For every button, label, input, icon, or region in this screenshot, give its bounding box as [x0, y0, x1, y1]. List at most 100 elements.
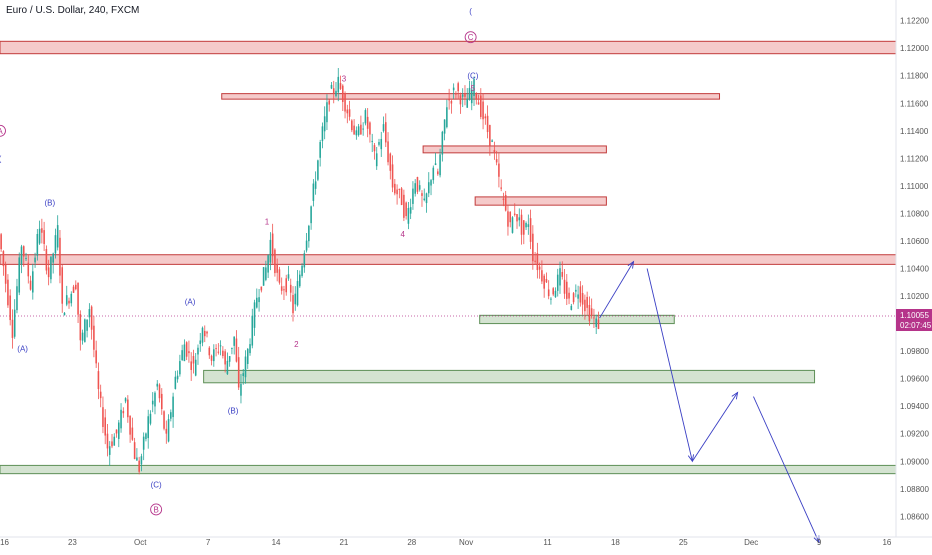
wave-label: 5: [471, 84, 476, 93]
candle-body: [0, 234, 2, 250]
candle-body: [529, 218, 532, 242]
candle-body: [326, 102, 328, 123]
candle-body: [489, 125, 491, 146]
candle-body: [403, 194, 405, 218]
candle-body: [260, 286, 263, 291]
candle-body: [541, 270, 543, 282]
candle-body: [470, 89, 473, 104]
y-tick-label: 1.11400: [900, 127, 929, 136]
candle-body: [572, 293, 575, 303]
candle-body: [9, 295, 11, 321]
wave-label-circle: [0, 124, 6, 137]
candle-body: [170, 412, 172, 419]
candle-body: [117, 422, 120, 439]
candle-body: [54, 235, 57, 254]
projection-line: [599, 261, 634, 319]
resistance-zone: [0, 40, 897, 55]
candle-body: [369, 122, 371, 135]
candle-body: [13, 309, 16, 337]
candle-body: [484, 116, 487, 119]
candle-body: [441, 131, 444, 155]
candle-body: [52, 253, 54, 263]
candle-body: [292, 295, 294, 314]
candle-body: [222, 350, 224, 356]
candle-body: [305, 240, 308, 251]
y-tick-label: 1.09000: [900, 457, 929, 466]
candle-body: [384, 122, 387, 143]
candle-body: [90, 306, 93, 330]
y-tick-label: 1.11200: [900, 154, 929, 163]
candle-body: [581, 293, 584, 305]
candle-body: [565, 281, 568, 299]
candle-body: [11, 319, 14, 338]
x-tick-label: 25: [679, 538, 688, 547]
candle-body: [360, 124, 362, 135]
candle-body: [18, 257, 21, 293]
x-tick-label: 28: [407, 538, 416, 547]
candle-body: [242, 373, 245, 377]
x-tick-label: 21: [339, 538, 348, 547]
projection-line: [646, 268, 693, 462]
candle-body: [584, 299, 586, 312]
candle-body: [477, 102, 480, 105]
candle-body: [414, 183, 416, 194]
candle-body: [570, 305, 573, 310]
candle-body: [219, 345, 222, 347]
y-tick-label: 1.10800: [900, 209, 929, 218]
candle-body: [253, 302, 256, 328]
candle-body: [156, 383, 159, 387]
y-tick-label: 1.10600: [900, 237, 929, 246]
candle-body: [398, 188, 401, 190]
candle-body: [427, 182, 430, 194]
candle-body: [332, 88, 335, 94]
x-tick-label: 23: [68, 538, 77, 547]
candle-body: [432, 167, 435, 181]
candle-body: [113, 436, 116, 446]
candle-body: [217, 351, 220, 353]
price-tag-bg: [896, 309, 932, 332]
candle-body: [312, 183, 315, 201]
support-zone: [203, 369, 816, 384]
candle-body: [41, 228, 43, 233]
candle-body: [183, 344, 186, 362]
candle-body: [2, 251, 5, 267]
candle-body: [106, 433, 109, 449]
price-tag-countdown: 02:07:45: [900, 321, 932, 330]
candle-body: [111, 441, 113, 447]
wave-label: (C): [151, 481, 162, 490]
y-tick-label: 1.11600: [900, 99, 929, 108]
candle-body: [296, 280, 299, 306]
candle-body: [20, 246, 23, 265]
candle-body: [509, 211, 512, 223]
candle-body: [532, 233, 534, 262]
candle-body: [43, 230, 45, 244]
x-tick-label: 14: [272, 538, 281, 547]
wave-label: 1: [265, 218, 270, 227]
candle-body: [545, 278, 548, 283]
candle-body: [590, 308, 593, 316]
candle-body: [262, 267, 265, 286]
candle-body: [520, 214, 523, 235]
candle-body: [7, 279, 9, 306]
candle-body: [480, 95, 482, 117]
candle-body: [72, 286, 75, 293]
candle-body: [482, 101, 484, 120]
candle-body: [425, 193, 428, 204]
y-tick-label: 1.10200: [900, 292, 929, 301]
candle-body: [59, 237, 61, 276]
candle-body: [511, 217, 514, 233]
candle-body: [323, 116, 326, 132]
candle-body: [235, 338, 238, 362]
wave-label: (: [469, 7, 472, 16]
y-tick-label: 1.09600: [900, 375, 929, 384]
y-tick-label: 1.10400: [900, 265, 929, 274]
candle-body: [353, 125, 355, 135]
candle-body: [434, 163, 437, 166]
projection-arrowhead: [813, 535, 820, 544]
candle-body: [154, 392, 156, 407]
candle-body: [473, 79, 475, 97]
candle-body: [133, 442, 136, 459]
candle-body: [299, 274, 301, 287]
